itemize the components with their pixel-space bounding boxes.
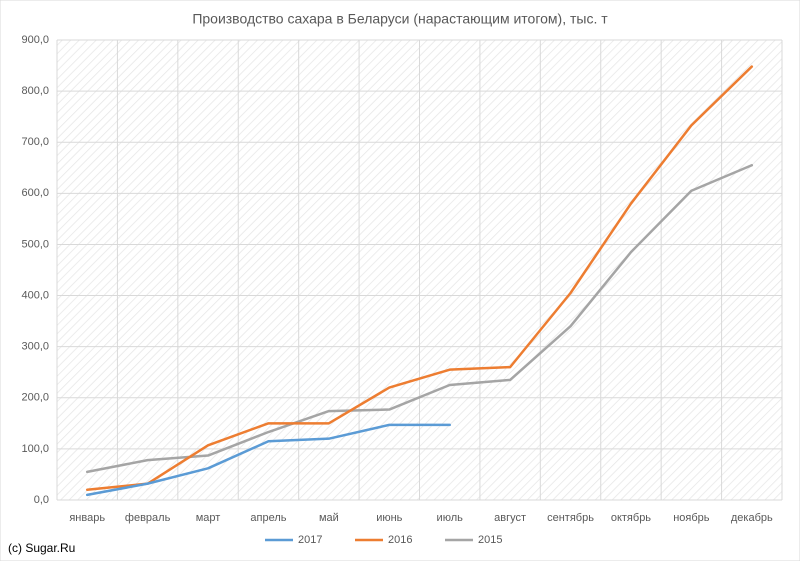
x-tick-label: май [319,512,339,524]
y-tick-label: 100,0 [21,443,49,455]
y-tick-label: 0,0 [34,494,49,506]
y-tick-label: 700,0 [21,136,49,148]
x-tick-label: ноябрь [673,512,710,524]
x-tick-label: сентябрь [547,512,594,524]
legend-label: 2016 [388,534,412,546]
x-tick-label: декабрь [731,512,773,524]
x-tick-label: июль [437,512,464,524]
x-tick-label: январь [69,512,105,524]
y-tick-label: 500,0 [21,238,49,250]
series-line [85,163,754,474]
series-line [85,423,451,497]
x-tick-label: июнь [376,512,402,524]
x-tick-label: февраль [125,512,171,524]
source-note: (c) Sugar.Ru [8,541,75,555]
y-tick-label: 200,0 [21,392,49,404]
y-tick-label: 400,0 [21,289,49,301]
legend-label: 2017 [298,534,322,546]
x-tick-label: март [196,512,221,524]
y-tick-label: 900,0 [21,34,49,46]
legend-label: 2015 [478,534,502,546]
y-tick-label: 800,0 [21,85,49,97]
x-tick-label: апрель [250,512,286,524]
y-tick-label: 300,0 [21,341,49,353]
x-tick-label: август [494,512,526,524]
y-tick-label: 600,0 [21,187,49,199]
x-tick-label: октябрь [611,512,651,524]
series-line [85,65,754,492]
chart-title: Производство сахара в Беларуси (нарастаю… [192,11,608,27]
